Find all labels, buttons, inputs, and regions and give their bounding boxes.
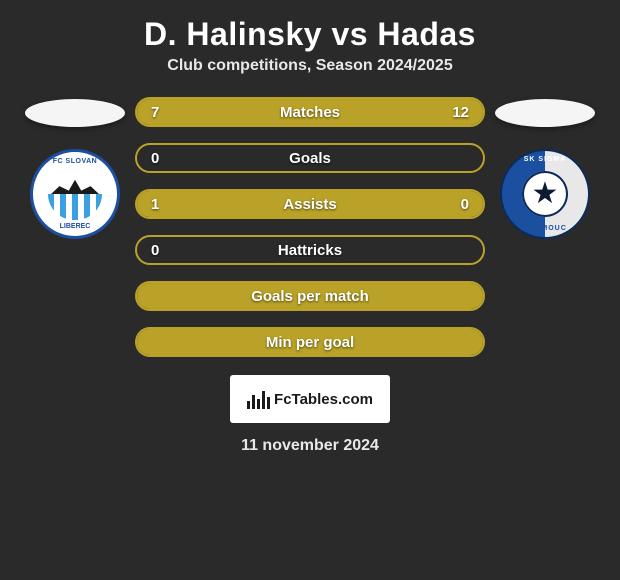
main-row: FC SLOVAN LIBEREC 712Matches 0Goals 10Assi… [0,97,620,357]
stat-label: Goals [137,145,483,171]
stat-bar: 0Hattricks [135,235,485,265]
right-side: SK SIGMA OLOMOUC ★ [485,97,605,239]
stat-label: Min per goal [137,329,483,355]
stat-bar: 10Assists [135,189,485,219]
stat-bar: 712Matches [135,97,485,127]
stat-bar: Goals per match [135,281,485,311]
stat-label: Matches [137,99,483,125]
left-team-badge: FC SLOVAN LIBEREC [30,149,120,239]
footer-date: 11 november 2024 [241,437,379,455]
page-subtitle: Club competitions, Season 2024/2025 [167,57,452,75]
stat-bar: 0Goals [135,143,485,173]
stat-bar: Min per goal [135,327,485,357]
right-ellipse [495,99,595,127]
left-side: FC SLOVAN LIBEREC [15,97,135,239]
right-team-badge: SK SIGMA OLOMOUC ★ [500,149,590,239]
right-badge-bottom-text: OLOMOUC [502,225,588,232]
star-icon: ★ [532,179,559,209]
page-title: D. Halinsky vs Hadas [144,16,476,53]
branding-box: FcTables.com [230,375,390,423]
left-badge-top-text: FC SLOVAN [33,158,117,165]
stat-label: Goals per match [137,283,483,309]
comparison-card: D. Halinsky vs Hadas Club competitions, … [0,0,620,580]
stats-column: 712Matches 0Goals 10Assists 0Hattricks Goals… [135,97,485,357]
left-badge-bottom-text: LIBEREC [33,223,117,230]
stat-label: Assists [137,191,483,217]
branding-text: FcTables.com [274,391,373,408]
branding-logo-icon [247,389,270,409]
left-ellipse [25,99,125,127]
stat-label: Hattricks [137,237,483,263]
right-badge-top-text: SK SIGMA [502,156,588,163]
